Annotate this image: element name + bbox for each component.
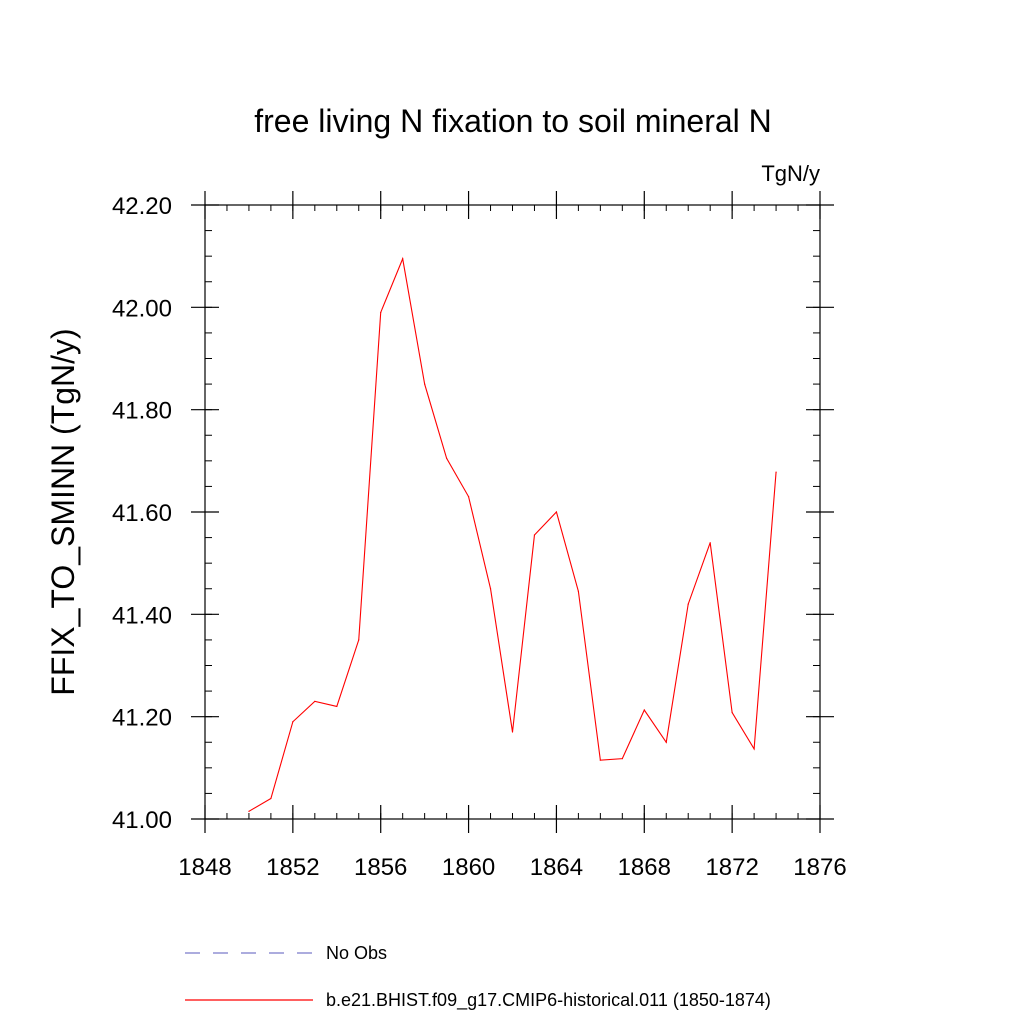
data-point xyxy=(709,542,711,544)
data-point xyxy=(467,496,470,498)
data-point xyxy=(380,311,382,314)
data-point xyxy=(533,534,536,536)
data-point xyxy=(489,588,492,590)
data-point xyxy=(336,705,338,708)
x-tick-label: 1876 xyxy=(793,854,846,881)
x-tick-label: 1856 xyxy=(354,854,407,881)
x-axis-ticks xyxy=(204,191,821,833)
data-point xyxy=(292,721,294,723)
data-point xyxy=(731,711,733,714)
y-tick-label: 41.20 xyxy=(112,705,172,732)
legend-label-historical-011: b.e21.BHIST.f09_g17.CMIP6-historical.011… xyxy=(326,990,771,1011)
data-point xyxy=(314,700,316,702)
data-point xyxy=(665,741,667,743)
chart-title: free living N fixation to soil mineral N xyxy=(254,103,772,139)
x-tick-label: 1868 xyxy=(618,854,671,881)
y-axis-ticks xyxy=(191,204,834,820)
y-tick-label: 41.00 xyxy=(112,807,172,834)
x-tick-label: 1860 xyxy=(442,854,495,881)
data-point xyxy=(424,383,426,385)
data-point xyxy=(555,511,558,513)
series-line-historical-011 xyxy=(248,256,777,812)
data-point xyxy=(621,758,623,760)
plot-frame xyxy=(204,204,821,820)
y-axis-tick-labels: 41.00 41.20 41.40 41.60 41.80 42.00 42.20 xyxy=(112,193,172,834)
y-tick-label: 42.00 xyxy=(112,295,172,322)
x-tick-label: 1852 xyxy=(266,854,319,881)
data-point xyxy=(753,748,755,750)
data-point xyxy=(270,797,272,800)
data-point xyxy=(248,810,250,812)
data-point xyxy=(577,590,579,592)
units-label: TgN/y xyxy=(761,161,820,186)
data-point xyxy=(643,709,645,711)
x-axis-tick-labels: 1848 1852 1856 1860 1864 1868 1872 1876 xyxy=(178,854,846,881)
x-tick-label: 1872 xyxy=(705,854,758,881)
y-tick-label: 42.20 xyxy=(112,193,172,220)
y-tick-label: 41.40 xyxy=(112,602,172,629)
y-tick-label: 41.60 xyxy=(112,500,172,527)
y-tick-label: 41.80 xyxy=(112,398,172,425)
x-tick-label: 1864 xyxy=(530,854,583,881)
legend-label-no-obs: No Obs xyxy=(326,943,387,963)
series-points xyxy=(248,258,777,812)
y-axis-label: FFIX_TO_SMINN (TgN/y) xyxy=(45,328,81,695)
data-point xyxy=(446,457,448,459)
data-point xyxy=(775,471,777,473)
data-point xyxy=(511,731,514,733)
data-point xyxy=(687,603,689,605)
data-point xyxy=(358,639,360,641)
data-point xyxy=(599,759,601,761)
x-tick-label: 1848 xyxy=(178,854,231,881)
legend: No Obs b.e21.BHIST.f09_g17.CMIP6-histori… xyxy=(185,943,771,1011)
data-point xyxy=(402,258,404,260)
